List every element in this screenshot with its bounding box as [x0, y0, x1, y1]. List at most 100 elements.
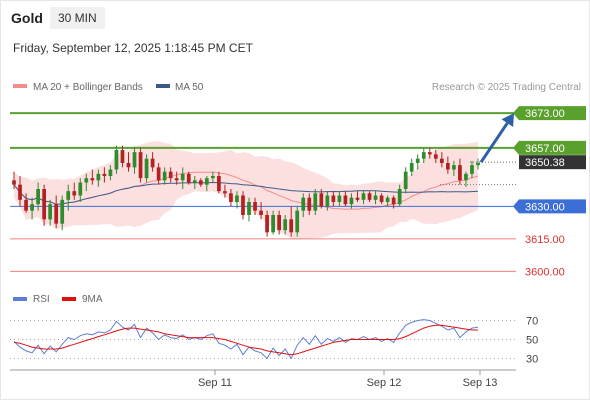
candle [144, 158, 149, 179]
rsi-ma-legend-label: 9MA [82, 294, 103, 305]
rsi-tick-70: 70 [526, 316, 538, 328]
candle [210, 176, 215, 179]
candle [132, 152, 137, 168]
candle [108, 169, 113, 176]
instrument-title: Gold [11, 10, 43, 26]
projection-arrow-head [501, 113, 514, 128]
candle [307, 197, 312, 211]
candle [217, 176, 221, 192]
candle [458, 165, 462, 181]
candle [289, 219, 294, 233]
candle [403, 171, 408, 189]
ma20-legend-swatch [13, 84, 27, 88]
candle [452, 165, 456, 170]
time-tick-label: Sep 12 [367, 377, 402, 389]
candle [397, 189, 402, 205]
candle [192, 180, 197, 183]
candle [78, 182, 83, 196]
candle [361, 193, 366, 200]
level-tag-3630.00 [513, 199, 586, 214]
credit-label: Research © 2025 Trading Central [432, 82, 581, 93]
candle [235, 195, 239, 202]
candle [174, 178, 179, 181]
candle [367, 193, 372, 200]
candle [470, 165, 474, 174]
rsi-ma-line [13, 324, 478, 356]
candle [24, 199, 28, 211]
candle [433, 154, 438, 159]
candle [168, 171, 173, 179]
rsi-tick-50: 50 [526, 335, 538, 347]
timeframe-button[interactable]: 30 MIN [50, 7, 105, 29]
candle [12, 180, 16, 185]
candle [421, 152, 426, 159]
ma50-legend-swatch [156, 84, 170, 88]
level-label-3657.00: 3657.00 [525, 143, 565, 155]
rsi-line [13, 319, 479, 360]
candle [385, 197, 390, 202]
candle [30, 204, 34, 211]
ma20-legend-label: MA 20 + Bollinger Bands [33, 82, 143, 93]
candle [349, 197, 354, 205]
candle [343, 195, 348, 205]
candle [313, 193, 318, 211]
candle [162, 171, 167, 181]
datetime-label: Friday, September 12, 2025 1:18:45 PM CE… [13, 41, 253, 55]
candle [180, 173, 185, 181]
candle [18, 184, 22, 200]
candle [72, 191, 77, 196]
candle [439, 158, 444, 163]
level-label-3630.00: 3630.00 [525, 201, 565, 213]
candle [464, 173, 468, 181]
candle [271, 215, 275, 233]
candle [337, 195, 342, 202]
rsi-legend-label: RSI [33, 294, 50, 305]
candle [186, 173, 191, 183]
level-label-3615.00: 3615.00 [525, 234, 565, 246]
candle [90, 178, 95, 181]
candle [126, 163, 131, 168]
candle [198, 180, 203, 185]
candle [54, 204, 59, 224]
rsi-tick-30: 30 [526, 354, 538, 366]
time-tick-label: Sep 13 [463, 377, 498, 389]
candle [259, 210, 263, 215]
candle [114, 150, 119, 170]
candle [379, 195, 384, 202]
candle [331, 195, 336, 202]
candle [247, 202, 251, 215]
candle [476, 163, 480, 166]
candle [391, 197, 396, 205]
level-tag-3657.00 [513, 140, 586, 155]
candle [84, 178, 89, 183]
candle [150, 158, 155, 168]
candle [446, 163, 450, 170]
candle [156, 167, 161, 181]
time-tick-label: Sep 11 [198, 377, 232, 389]
current-price-tag [519, 155, 586, 170]
time-axis: Sep 11 Sep 12 Sep 13 [198, 370, 497, 389]
candle [96, 173, 101, 181]
projection-arrow-shaft [479, 122, 509, 164]
candle [415, 158, 420, 163]
candle [66, 191, 71, 200]
candle [277, 215, 282, 231]
candle [427, 152, 432, 155]
candle [60, 199, 65, 224]
candle [36, 189, 40, 205]
level-tag-3673.00 [513, 106, 586, 121]
candle [283, 219, 288, 231]
rsi-legend-swatch [13, 297, 27, 301]
rsi-ma-legend-swatch [62, 297, 76, 301]
candle [253, 202, 257, 211]
candle [120, 150, 125, 163]
candle [295, 210, 300, 233]
level-label-3600.00: 3600.00 [525, 266, 565, 278]
bollinger-band [14, 141, 478, 240]
candle [102, 173, 107, 176]
candle [42, 189, 46, 220]
candle [325, 195, 330, 207]
candle [223, 191, 227, 194]
rsi-panel: 70 50 30 [10, 316, 538, 366]
